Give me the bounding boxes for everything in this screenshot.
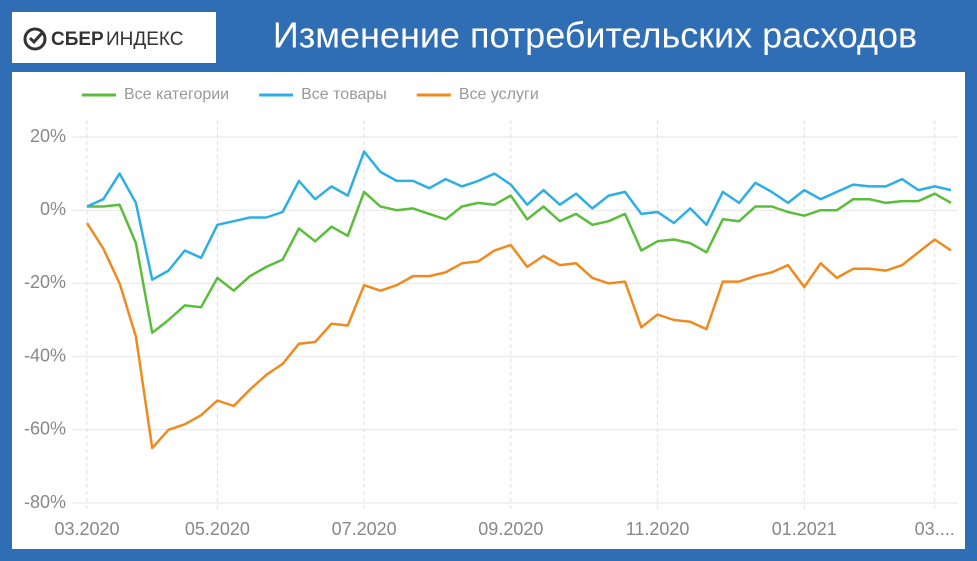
logo-check [28,32,44,45]
y-tick-label: -80% [24,492,66,512]
y-tick-label: -40% [24,345,66,365]
y-tick-label: 0% [40,199,66,219]
x-tick-label: 05.2020 [185,519,250,539]
x-tick-label: 11.2020 [626,519,690,539]
plot-panel [12,72,965,549]
chart-title: Изменение потребительских расходов [273,15,917,56]
series-line [87,190,952,335]
x-tick-label: 03.2020 [54,519,119,539]
series-line [86,150,952,281]
logo-primary: СБЕР [51,29,104,50]
logo-icon [23,27,47,51]
series-line [85,222,952,450]
legend-label: Все товары [301,86,387,103]
legend-label: Все услуги [459,86,539,103]
x-tick-label: 07.2020 [332,519,397,539]
y-tick-label: -20% [24,272,66,292]
x-tick-label: 09.2020 [478,519,543,539]
y-tick-label: -60% [24,419,66,439]
x-tick-label: 03.... [915,519,955,539]
y-tick-label: 20% [30,126,66,146]
x-tick-label: 01.2021 [772,519,837,539]
logo-secondary: ИНДЕКС [106,29,184,50]
legend-label: Все категории [124,86,229,103]
